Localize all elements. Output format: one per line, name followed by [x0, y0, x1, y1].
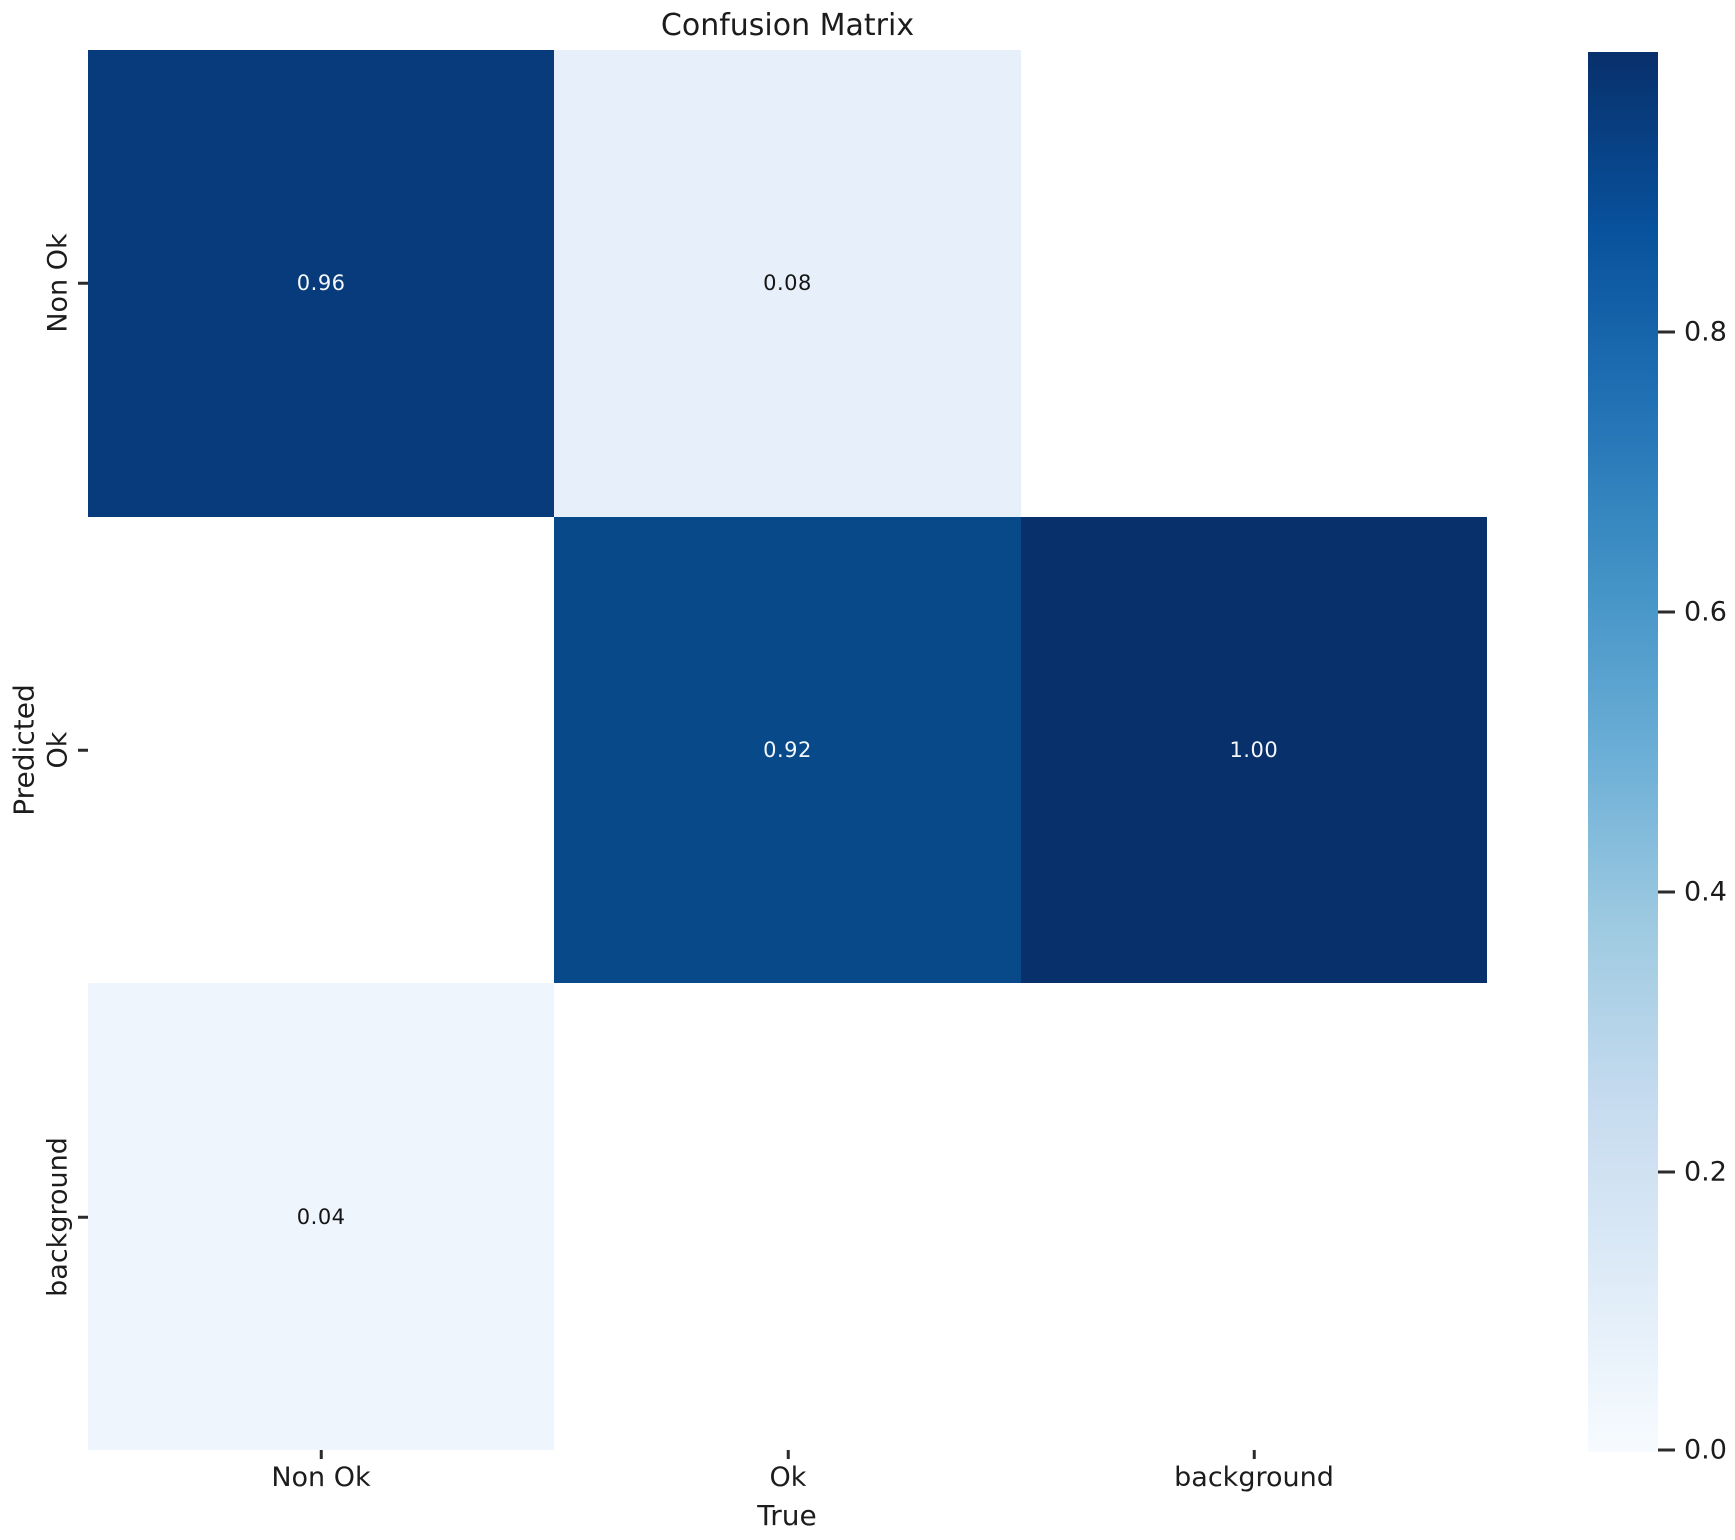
colorbar-tick-mark [1658, 1448, 1675, 1452]
heatmap-cell [1020, 50, 1487, 517]
y-tick-label-ok: Ok [42, 731, 74, 769]
colorbar-tick-label: 0.2 [1684, 1156, 1727, 1188]
x-axis-label: True [757, 1499, 817, 1532]
colorbar-tick-mark [1658, 1170, 1675, 1174]
cell-annotation: 0.96 [296, 271, 346, 296]
heatmap-cell [88, 516, 555, 984]
colorbar-gradient [1588, 52, 1658, 1452]
chart-title: Confusion Matrix [660, 8, 915, 43]
colorbar-tick-mark [1658, 330, 1675, 334]
x-tick-mark [786, 1450, 790, 1459]
cell-annotation: 1.00 [1229, 737, 1279, 762]
heatmap-cell: 0.96 [88, 50, 555, 517]
heatmap-cell: 1.00 [1020, 516, 1487, 984]
x-tick-label-ok: Ok [769, 1462, 807, 1493]
colorbar-tick-label: 0.6 [1684, 596, 1727, 628]
y-tick-label-non-ok: Non Ok [42, 233, 74, 333]
colorbar-tick-mark [1658, 890, 1675, 894]
heatmap-cell [554, 983, 1021, 1450]
x-tick-label-non-ok: Non Ok [271, 1462, 371, 1493]
y-tick-mark [78, 1215, 88, 1219]
y-tick-mark [78, 748, 88, 752]
x-tick-mark [1252, 1450, 1256, 1459]
y-tick-label-background: background [42, 1137, 74, 1297]
heatmap-cell [1020, 983, 1487, 1450]
heatmap-cell: 0.04 [88, 983, 555, 1450]
y-axis-label: Predicted [7, 684, 41, 816]
cell-annotation: 0.08 [763, 271, 812, 296]
colorbar-tick-mark [1658, 610, 1675, 614]
heatmap: 0.96 0.08 0.92 1.00 0.04 [88, 50, 1487, 1450]
heatmap-cell: 0.92 [554, 516, 1021, 984]
y-tick-mark [78, 281, 88, 285]
x-tick-mark [319, 1450, 323, 1459]
colorbar-tick-label: 0.0 [1684, 1434, 1727, 1466]
cell-annotation: 0.92 [763, 737, 812, 762]
cell-annotation: 0.04 [296, 1204, 346, 1229]
colorbar-tick-label: 0.4 [1684, 876, 1727, 908]
x-tick-label-background: background [1174, 1462, 1334, 1493]
colorbar-tick-label: 0.8 [1684, 316, 1727, 348]
heatmap-cell: 0.08 [554, 50, 1021, 517]
